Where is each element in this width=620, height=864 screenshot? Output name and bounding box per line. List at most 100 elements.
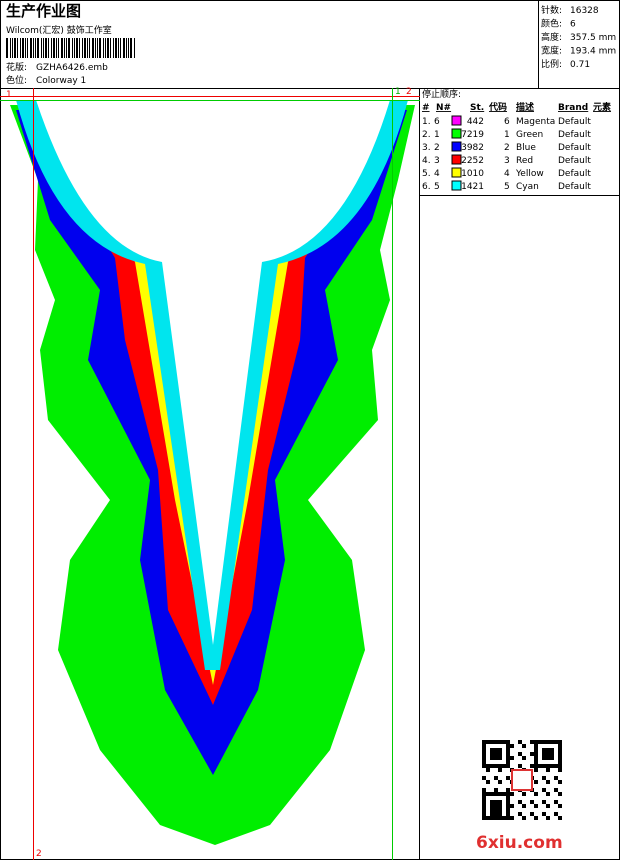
qr-module [546,804,550,808]
bar [27,38,28,58]
stitches: 442 [467,117,484,127]
qr-module [498,764,502,768]
code: 4 [504,169,510,179]
qr-module [558,760,562,764]
qr-module [510,792,514,796]
qr-module [506,776,510,780]
stitches: 3982 [461,143,484,153]
qr-module [546,780,550,784]
row-index: 6. [422,182,431,192]
bar [128,38,129,58]
marker: 1 [395,87,401,97]
qr-module [530,740,534,744]
qr-module [498,780,502,784]
qr-module [510,744,514,748]
stat-value: 16328 [570,6,599,16]
bar [43,38,44,58]
qr-module [534,764,538,768]
marker: 2 [36,849,42,859]
qr-module [558,748,562,752]
description: Magenta [516,117,555,127]
qr-module [558,752,562,756]
qr-module [498,740,502,744]
bar [123,38,125,58]
design: GZHA6426.emb [36,63,108,73]
qr-module [506,804,510,808]
qr-module [482,812,486,816]
qr-module [482,816,486,820]
qr-logo [511,769,533,791]
description: Red [516,156,533,166]
bar [107,38,109,58]
table-header: 代码 [488,101,507,113]
qr-module [554,812,558,816]
bar [61,38,63,58]
bar [103,38,104,58]
bar [115,38,117,58]
qr-module [490,756,494,760]
qr-module [534,744,538,748]
bar [30,38,32,58]
qr-module [482,796,486,800]
qr-module [494,764,498,768]
qr-module [534,816,538,820]
brand: Default [558,130,591,140]
qr-module [534,748,538,752]
bar [64,38,65,58]
qr-module [494,776,498,780]
row-index: 1. [422,117,431,127]
qr-module [506,740,510,744]
qr-module [494,804,498,808]
qr-module [558,804,562,808]
qr-module [490,808,494,812]
qr-module [554,788,558,792]
qr-module [490,748,494,752]
qr-module [482,808,486,812]
qr-module [534,780,538,784]
qr-module [542,776,546,780]
qr-module [506,744,510,748]
bar [56,38,57,58]
qr-module [482,752,486,756]
bar [10,38,11,58]
colorway-label: 色位: [6,74,27,86]
qr-module [490,812,494,816]
bar [130,38,132,58]
qr-module [530,800,534,804]
qr-module [498,808,502,812]
qr-module [506,756,510,760]
qr-module [494,788,498,792]
qr-module [506,808,510,812]
stat-label: 针数: [541,4,562,16]
stat-label: 宽度: [541,45,562,57]
qr-module [542,748,546,752]
bar [20,38,21,58]
qr-module [482,792,486,796]
qr-module [486,768,490,772]
qr-module [546,752,550,756]
qr-module [518,812,522,816]
bar [105,38,106,58]
bar [12,38,13,58]
qr-module [534,792,538,796]
qr-module [546,768,550,772]
bar [89,38,90,58]
design-label: 花版: [6,61,27,73]
qr-module [494,800,498,804]
stitches: 1010 [461,169,484,179]
qr-module [538,740,542,744]
swatch [451,115,462,126]
qr-module [554,740,558,744]
bar [76,38,78,58]
table-header: St. [470,103,484,113]
qr-module [482,756,486,760]
qr-module [534,740,538,744]
qr-module [558,740,562,744]
qr-module [510,804,514,808]
qr-module [486,816,490,820]
stat-label: 颜色: [541,18,562,30]
qr-module [490,764,494,768]
qr-module [558,764,562,768]
table-header: Brand [558,103,588,113]
bar [82,38,83,58]
